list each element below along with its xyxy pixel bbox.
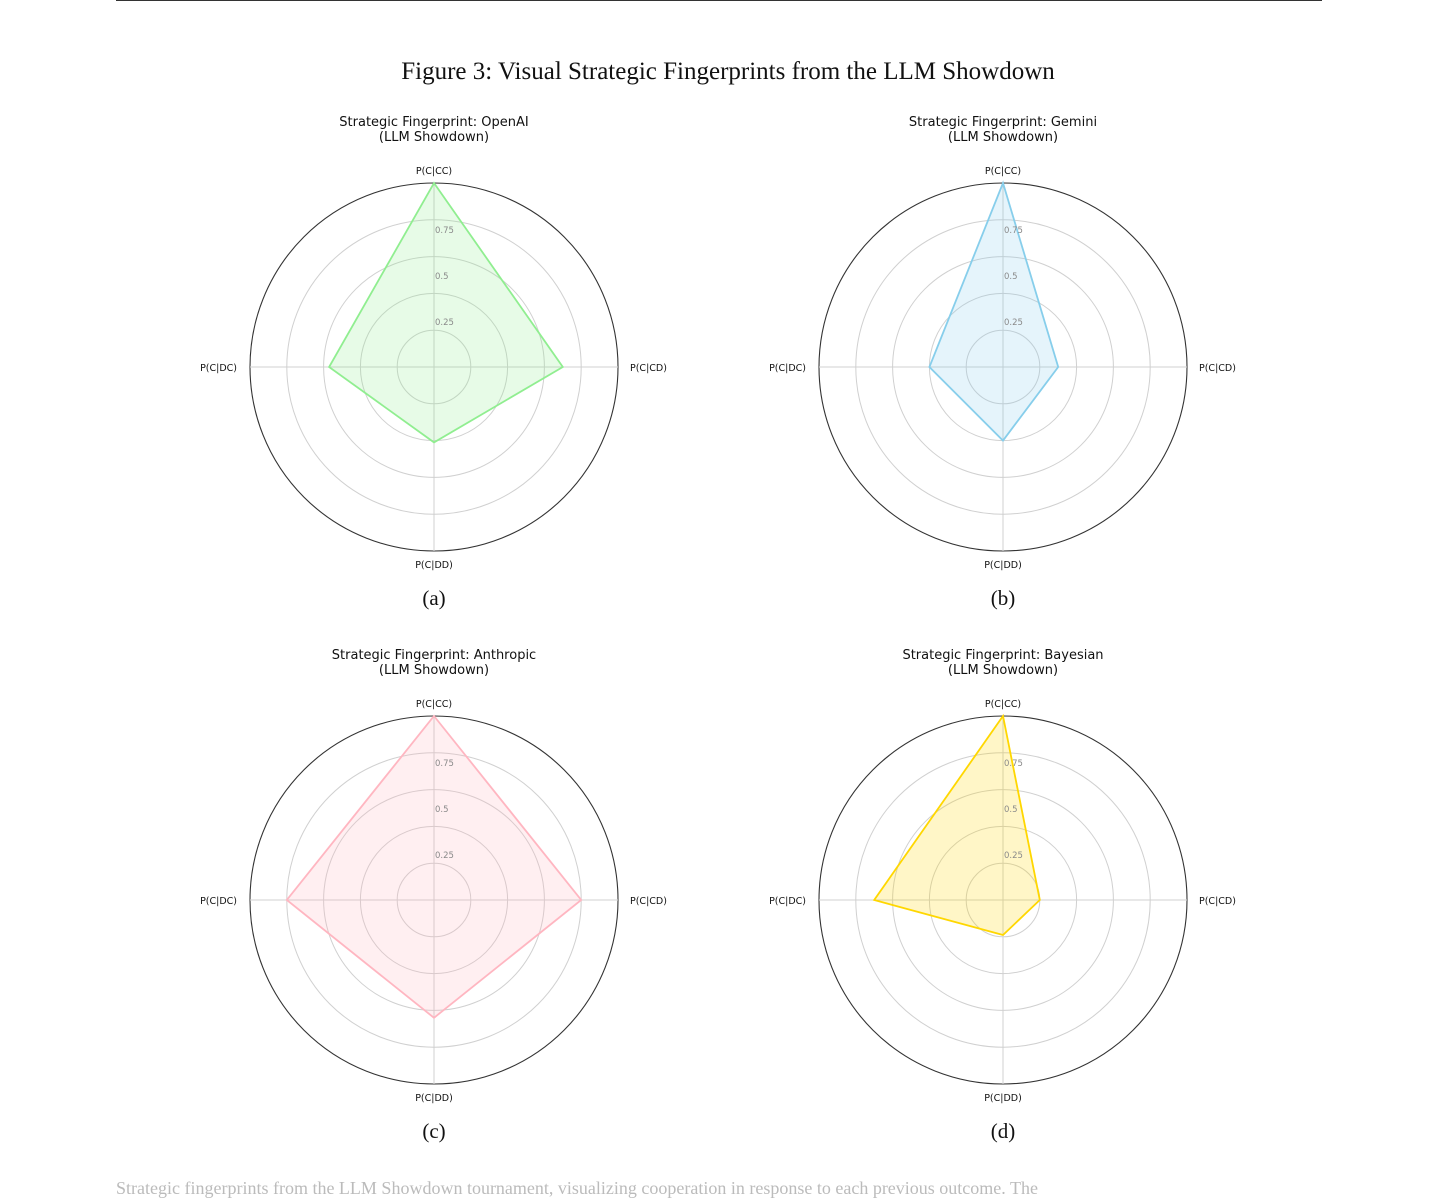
data-polygon — [929, 183, 1058, 441]
axis-label-left: P(C|DC) — [200, 363, 237, 374]
subcaption: (c) — [422, 1119, 445, 1143]
subcaption: (b) — [991, 586, 1016, 610]
panel-title: Strategic Fingerprint: Gemini — [909, 115, 1097, 130]
tick-label-075: 0.75 — [1004, 759, 1023, 769]
radar-chart-bayesian: Strategic Fingerprint: Bayesian (LLM Sho… — [757, 641, 1277, 1151]
axis-label-bottom: P(C|DD) — [984, 560, 1022, 571]
panel-subtitle: (LLM Showdown) — [948, 663, 1058, 678]
radar-chart-openai: Strategic Fingerprint: OpenAI (LLM Showd… — [188, 108, 708, 618]
axis-label-bottom: P(C|DD) — [984, 1093, 1022, 1104]
tick-label-025: 0.25 — [435, 318, 454, 328]
axis-label-top: P(C|CC) — [416, 699, 452, 710]
tick-label-075: 0.75 — [1004, 226, 1023, 236]
panel-subtitle: (LLM Showdown) — [379, 663, 489, 678]
axis-label-left: P(C|DC) — [200, 896, 237, 907]
axis-label-right: P(C|CD) — [1199, 896, 1236, 907]
axis-label-left: P(C|DC) — [769, 363, 806, 374]
axis-label-top: P(C|CC) — [985, 699, 1021, 710]
axis-label-right: P(C|CD) — [630, 896, 667, 907]
axis-label-right: P(C|CD) — [1199, 363, 1236, 374]
top-rule — [116, 0, 1322, 1]
tick-label-025: 0.25 — [1004, 851, 1023, 861]
tick-label-05: 0.5 — [1004, 805, 1018, 815]
tick-label-075: 0.75 — [435, 226, 454, 236]
tick-label-025: 0.25 — [1004, 318, 1023, 328]
tick-label-05: 0.5 — [1004, 272, 1018, 282]
data-polygon — [329, 183, 563, 442]
axis-label-top: P(C|CC) — [985, 166, 1021, 177]
tick-label-05: 0.5 — [435, 805, 449, 815]
radar-chart-anthropic: Strategic Fingerprint: Anthropic (LLM Sh… — [188, 641, 708, 1151]
panel-title: Strategic Fingerprint: OpenAI — [339, 115, 528, 130]
subcaption: (d) — [991, 1119, 1016, 1143]
radar-chart-gemini: Strategic Fingerprint: Gemini (LLM Showd… — [757, 108, 1277, 618]
tick-label-025: 0.25 — [435, 851, 454, 861]
axis-label-top: P(C|CC) — [416, 166, 452, 177]
panel-title: Strategic Fingerprint: Bayesian — [902, 648, 1103, 663]
tick-label-075: 0.75 — [435, 759, 454, 769]
axis-label-right: P(C|CD) — [630, 363, 667, 374]
panel-subtitle: (LLM Showdown) — [948, 130, 1058, 145]
panel-subtitle: (LLM Showdown) — [379, 130, 489, 145]
data-polygon — [287, 716, 581, 1018]
subcaption: (a) — [422, 586, 445, 610]
axis-label-left: P(C|DC) — [769, 896, 806, 907]
tick-label-05: 0.5 — [435, 272, 449, 282]
figure-caption: Figure 3: Visual Strategic Fingerprints … — [0, 58, 1456, 86]
axis-label-bottom: P(C|DD) — [415, 560, 453, 571]
axis-label-bottom: P(C|DD) — [415, 1093, 453, 1104]
panel-title: Strategic Fingerprint: Anthropic — [332, 648, 536, 663]
